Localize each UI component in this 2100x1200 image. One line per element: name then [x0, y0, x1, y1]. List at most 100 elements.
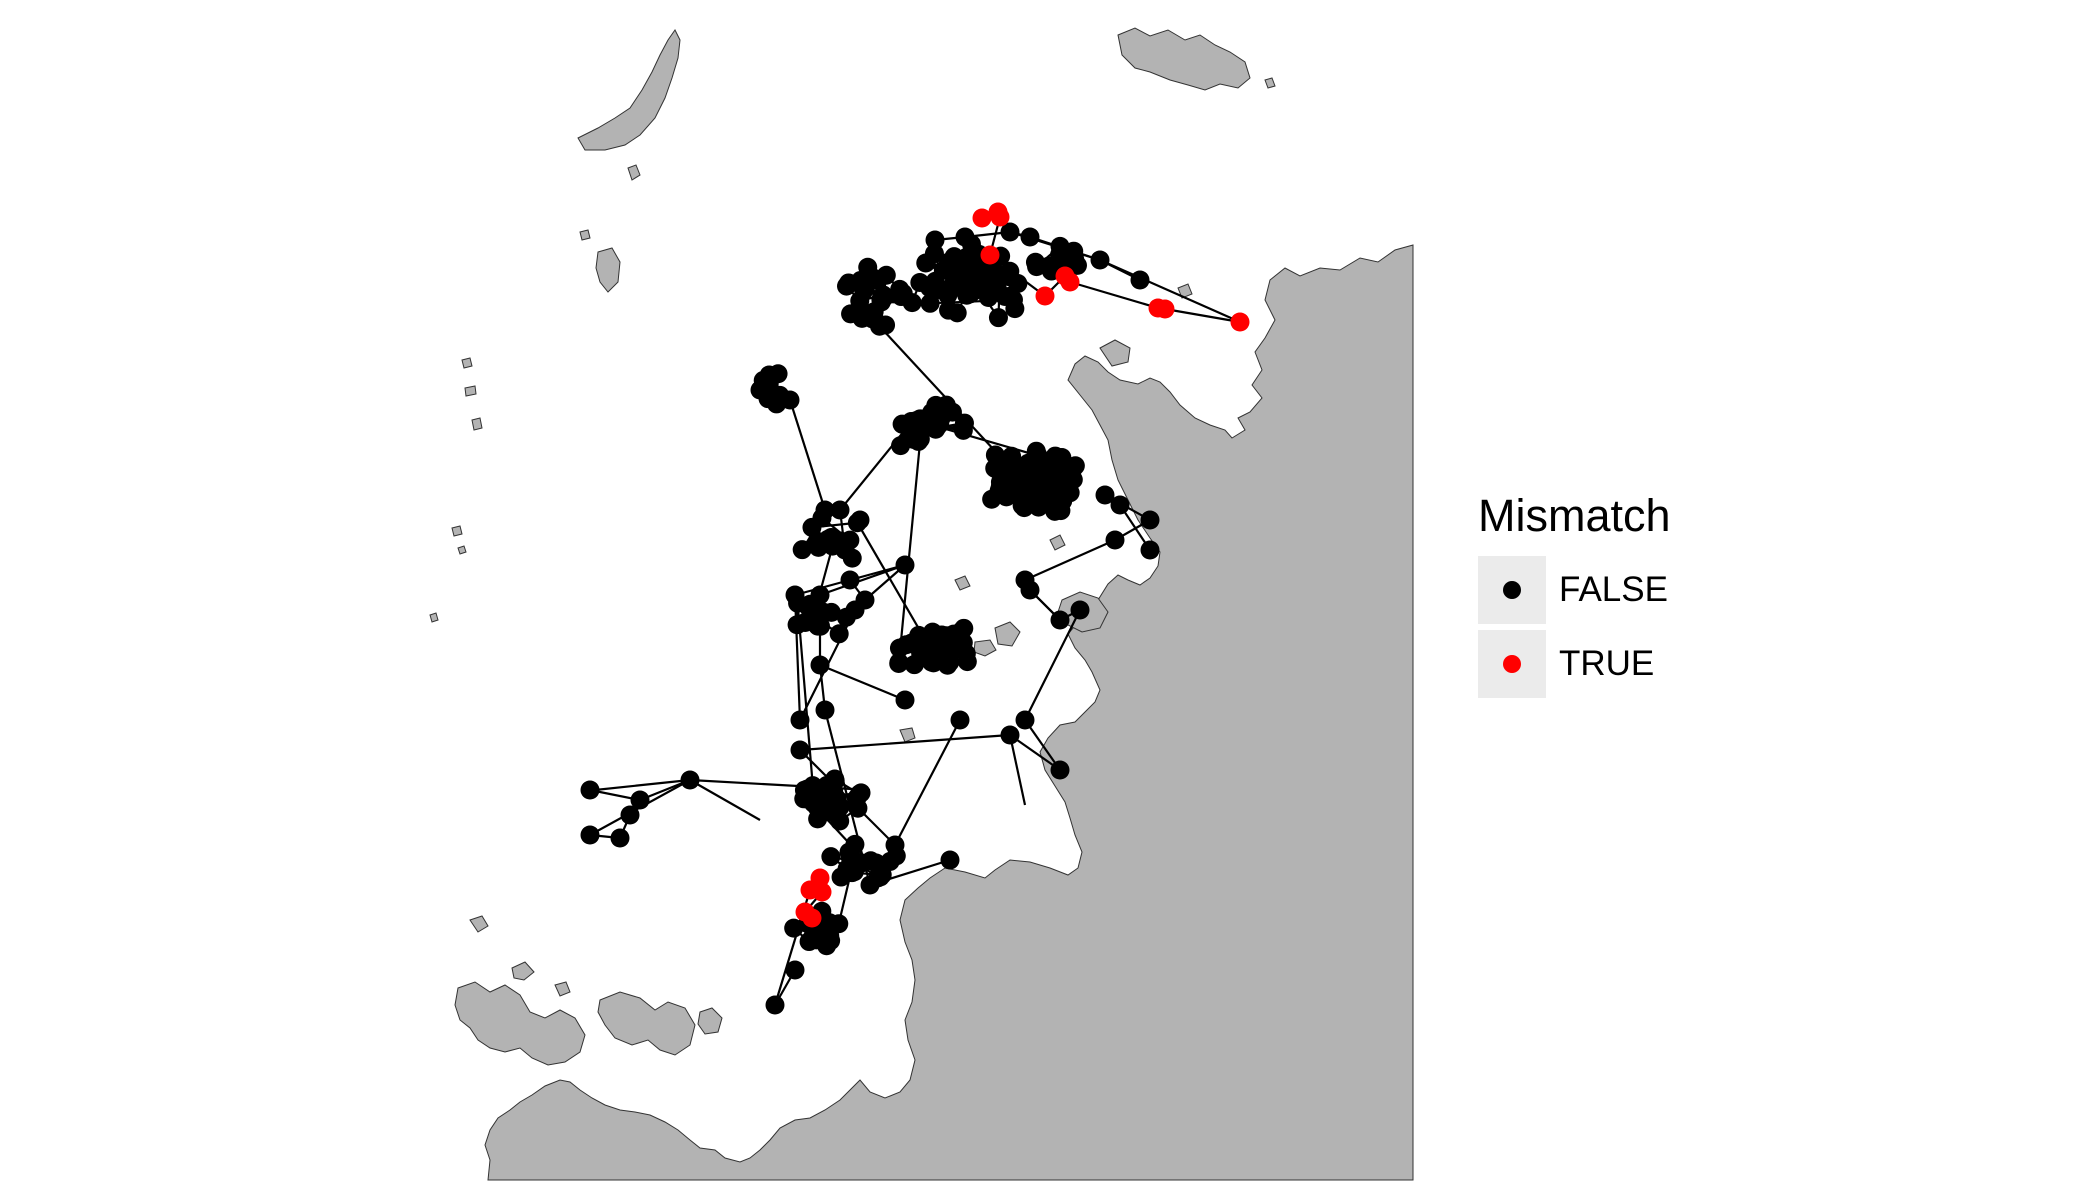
island-bay-5 — [899, 727, 916, 743]
island-southwest-5 — [511, 961, 535, 981]
legend-label-true: TRUE — [1559, 644, 1655, 683]
legend: Mismatch FALSE TRUE — [1478, 490, 1738, 702]
location-point — [790, 710, 810, 730]
location-point — [630, 790, 650, 810]
location-point — [839, 273, 859, 293]
track-segment — [1024, 538, 1116, 582]
location-point — [892, 414, 912, 434]
location-point — [985, 458, 1005, 478]
track-segment — [1009, 734, 1061, 771]
location-point — [680, 770, 700, 790]
location-point — [785, 585, 805, 605]
location-point — [1130, 270, 1150, 290]
location-point — [845, 600, 865, 620]
legend-item-false: FALSE — [1478, 554, 1738, 626]
location-point — [908, 626, 928, 646]
location-point — [1000, 261, 1020, 281]
location-point — [860, 875, 880, 895]
location-point — [1050, 760, 1070, 780]
location-point — [885, 835, 905, 855]
location-point — [1105, 530, 1125, 550]
location-point — [847, 788, 867, 808]
location-point — [799, 932, 819, 952]
location-point-mismatch — [1230, 312, 1250, 332]
location-point — [580, 780, 600, 800]
island-northeast-4 — [1264, 77, 1276, 89]
location-point — [953, 420, 973, 440]
track-segment — [594, 778, 691, 792]
location-point — [850, 510, 870, 530]
location-point — [1052, 448, 1072, 468]
legend-label-false: FALSE — [1559, 570, 1668, 609]
location-points — [580, 202, 1250, 1015]
location-point — [1029, 497, 1049, 517]
location-point — [830, 500, 850, 520]
location-point — [829, 624, 849, 644]
location-point — [1140, 540, 1160, 560]
location-point — [854, 281, 874, 301]
location-point — [920, 293, 940, 313]
location-point — [910, 272, 930, 292]
location-point — [792, 540, 812, 560]
island-northeast-1 — [1117, 27, 1251, 91]
location-point — [785, 960, 805, 980]
islet-west-2 — [464, 385, 477, 397]
location-point — [925, 230, 945, 250]
location-point — [840, 570, 860, 590]
legend-key-true — [1478, 630, 1546, 698]
location-point — [870, 316, 890, 336]
location-point — [759, 365, 779, 385]
location-point — [807, 532, 827, 552]
location-point — [817, 775, 837, 795]
location-point — [866, 853, 886, 873]
location-point-mismatch — [1035, 286, 1055, 306]
track-segment — [689, 779, 761, 821]
location-point — [925, 271, 945, 291]
island-southwest-2 — [597, 991, 696, 1056]
location-point — [610, 828, 630, 848]
island-northwest-3 — [627, 164, 641, 181]
location-point — [1070, 600, 1090, 620]
islet-west-1 — [461, 357, 473, 369]
track-segment — [897, 438, 922, 663]
location-point — [1015, 710, 1035, 730]
location-point — [1015, 570, 1035, 590]
track-segment — [1069, 280, 1159, 310]
location-point — [843, 855, 863, 875]
track-segment — [1024, 609, 1081, 721]
location-point — [858, 257, 878, 277]
location-point — [957, 652, 977, 672]
track-segment — [1008, 734, 1027, 806]
location-point — [988, 308, 1008, 328]
island-bay-6 — [954, 575, 971, 591]
location-point — [1095, 485, 1115, 505]
location-point — [810, 655, 830, 675]
track-segment — [1099, 258, 1241, 324]
location-point — [1060, 483, 1080, 503]
location-point-mismatch — [812, 882, 832, 902]
islet-west-3 — [471, 417, 483, 431]
location-point — [864, 302, 884, 322]
location-point — [947, 303, 967, 323]
islet-west-5 — [457, 545, 467, 555]
location-point — [1140, 510, 1160, 530]
location-point — [811, 616, 831, 636]
location-point — [950, 710, 970, 730]
location-point — [1028, 446, 1048, 466]
location-point-mismatch — [972, 208, 992, 228]
legend-title: Mismatch — [1478, 490, 1671, 541]
mainland-landmass — [484, 244, 1414, 1181]
location-point — [1003, 290, 1023, 310]
location-point — [889, 653, 909, 673]
location-point — [937, 635, 957, 655]
location-point — [1059, 466, 1079, 486]
location-point — [938, 285, 958, 305]
location-point — [1000, 222, 1020, 242]
location-point — [790, 740, 810, 760]
island-southwest-large — [454, 981, 586, 1066]
track-segment — [788, 399, 827, 511]
location-point — [1050, 610, 1070, 630]
location-point — [780, 390, 800, 410]
location-point — [620, 805, 640, 825]
